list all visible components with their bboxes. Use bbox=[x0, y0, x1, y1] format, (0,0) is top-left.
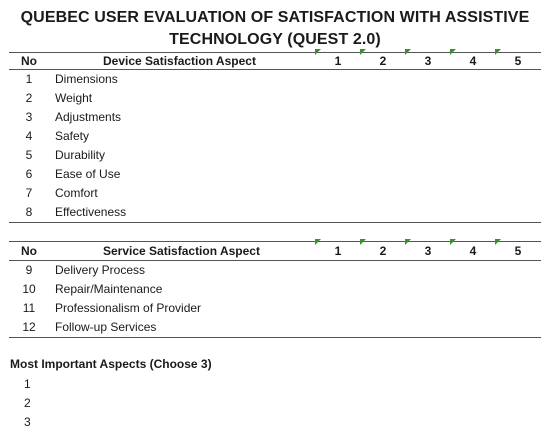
column-aspect-header: Service Satisfaction Aspect bbox=[103, 244, 260, 258]
divider bbox=[9, 260, 541, 261]
divider bbox=[9, 241, 541, 242]
most-important-item: 2 bbox=[24, 396, 31, 410]
corner-marker bbox=[405, 239, 411, 245]
item-label: Durability bbox=[55, 148, 106, 162]
corner-marker bbox=[495, 49, 501, 55]
rating-header-5: 5 bbox=[514, 54, 522, 68]
item-label: Effectiveness bbox=[55, 205, 127, 219]
item-number: 11 bbox=[22, 301, 36, 315]
column-aspect-header: Device Satisfaction Aspect bbox=[103, 54, 256, 68]
item-number: 9 bbox=[25, 263, 33, 277]
corner-marker bbox=[450, 49, 456, 55]
item-label: Dimensions bbox=[55, 72, 118, 86]
item-number: 6 bbox=[25, 167, 33, 181]
corner-marker bbox=[315, 239, 321, 245]
device-table-header: No Device Satisfaction Aspect 1 2 3 4 5 bbox=[0, 49, 550, 70]
rating-header-5: 5 bbox=[514, 244, 522, 258]
item-number: 3 bbox=[25, 110, 33, 124]
form-title-line-2: TECHNOLOGY (QUEST 2.0) bbox=[169, 31, 381, 48]
item-label: Follow-up Services bbox=[55, 320, 157, 334]
item-label: Professionalism of Provider bbox=[55, 301, 202, 315]
rating-header-3: 3 bbox=[424, 54, 432, 68]
divider bbox=[9, 222, 541, 223]
divider bbox=[9, 52, 541, 53]
item-label: Delivery Process bbox=[55, 263, 146, 277]
rating-header-1: 1 bbox=[334, 54, 342, 68]
item-label: Comfort bbox=[55, 186, 98, 200]
corner-marker bbox=[360, 49, 366, 55]
rating-header-2: 2 bbox=[379, 244, 387, 258]
item-number: 10 bbox=[22, 282, 36, 296]
item-number: 12 bbox=[22, 320, 36, 334]
item-number: 7 bbox=[25, 186, 33, 200]
item-number: 1 bbox=[25, 72, 33, 86]
service-table-header: No Service Satisfaction Aspect 1 2 3 4 5 bbox=[0, 239, 550, 260]
rating-header-1: 1 bbox=[334, 244, 342, 258]
most-important-item: 3 bbox=[24, 415, 31, 429]
item-number: 2 bbox=[25, 91, 33, 105]
corner-marker bbox=[495, 239, 501, 245]
item-number: 4 bbox=[25, 129, 33, 143]
rating-header-3: 3 bbox=[424, 244, 432, 258]
most-important-heading: Most Important Aspects (Choose 3) bbox=[10, 357, 212, 371]
item-number: 8 bbox=[25, 205, 33, 219]
item-label: Safety bbox=[55, 129, 90, 143]
corner-marker bbox=[405, 49, 411, 55]
item-label: Adjustments bbox=[55, 110, 122, 124]
column-no-header: No bbox=[21, 244, 37, 258]
rating-header-4: 4 bbox=[469, 244, 477, 258]
item-label: Weight bbox=[55, 91, 93, 105]
corner-marker bbox=[450, 239, 456, 245]
most-important-item: 1 bbox=[24, 377, 31, 391]
rating-header-2: 2 bbox=[379, 54, 387, 68]
column-no-header: No bbox=[21, 54, 37, 68]
form-title-line-1: QUEBEC USER EVALUATION OF SATISFACTION W… bbox=[20, 9, 530, 26]
corner-marker bbox=[315, 49, 321, 55]
divider bbox=[9, 69, 541, 70]
item-label: Ease of Use bbox=[55, 167, 121, 181]
corner-marker bbox=[360, 239, 366, 245]
divider bbox=[9, 337, 541, 338]
rating-header-4: 4 bbox=[469, 54, 477, 68]
item-number: 5 bbox=[25, 148, 33, 162]
item-label: Repair/Maintenance bbox=[55, 282, 163, 296]
